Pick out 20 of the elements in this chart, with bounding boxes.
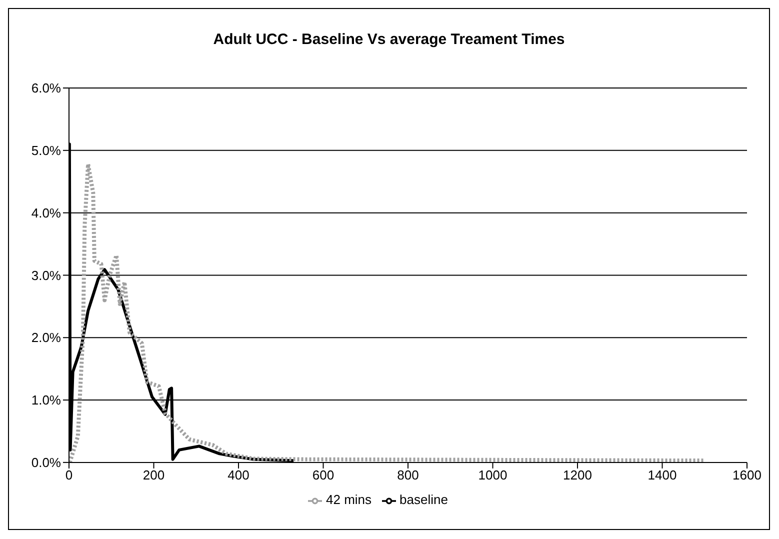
y-tick-label: 1.0% xyxy=(31,392,62,408)
x-tick-label: 600 xyxy=(312,468,334,483)
x-tick-label: 1000 xyxy=(478,468,508,483)
x-tick-label: 1200 xyxy=(563,468,592,483)
x-tick-label: 200 xyxy=(142,468,165,483)
x-tick-label: 400 xyxy=(228,468,250,483)
x-tick-label: 1400 xyxy=(648,468,677,483)
y-tick-label: 6.0% xyxy=(31,80,62,96)
y-tick-label: 3.0% xyxy=(31,268,62,283)
y-tick-label: 4.0% xyxy=(31,205,62,220)
x-tick-label: 800 xyxy=(397,468,419,483)
chart-title: Adult UCC - Baseline Vs average Treament Times xyxy=(212,31,566,48)
y-tick-label: 5.0% xyxy=(31,143,62,158)
x-tick-label: 1600 xyxy=(732,468,762,483)
legend-label: baseline xyxy=(400,492,448,508)
line-series xyxy=(69,162,706,462)
legend-label: 42 mins xyxy=(326,492,372,508)
y-tick-label: 0.0% xyxy=(31,455,62,470)
x-tick-label: 0 xyxy=(65,468,73,483)
y-tick-label: 2.0% xyxy=(31,330,62,346)
